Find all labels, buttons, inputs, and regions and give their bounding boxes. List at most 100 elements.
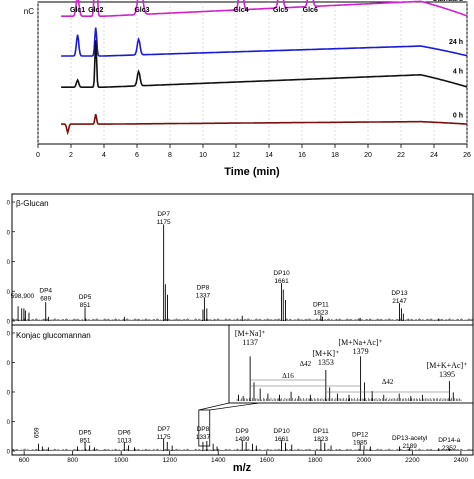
- ms-y-tick-label: 0: [7, 230, 11, 236]
- hplc-x-tick-label: 14: [265, 152, 273, 159]
- ms-panel-1-peaks: [11, 224, 474, 321]
- ms-peak-annotation: 1499: [235, 436, 250, 443]
- ms-peak-annotation: DP10: [273, 270, 290, 277]
- hplc-x-tick-label: 8: [168, 152, 172, 159]
- ms-inset-delta-label: Δ42: [382, 378, 394, 386]
- ms-y-axis: 0 0 0 0 0 0 0 0 0 0: [7, 201, 15, 456]
- ms-y-tick-label: 0: [7, 391, 11, 397]
- hplc-series-line: [61, 0, 468, 17]
- ms-y-tick-label: 0: [7, 290, 11, 296]
- ms-y-tick-label: 0: [7, 201, 11, 207]
- ms-inset-ion-mz: 1353: [318, 358, 334, 367]
- ms-panel-1-title: β-Glucan: [16, 199, 49, 208]
- hplc-series-line: [61, 40, 468, 88]
- hplc-peak-label: Glc4: [233, 7, 248, 14]
- hplc-x-tick-label: 2: [69, 152, 73, 159]
- hplc-x-tick-label: 12: [232, 152, 240, 159]
- hplc-x-tick-label: 10: [199, 152, 207, 159]
- ms-peak-annotation: DP7: [157, 426, 170, 433]
- hplc-x-tick-label: 26: [463, 152, 471, 159]
- ms-peak-annotation: DP13-acetyl: [392, 435, 428, 442]
- hplc-series-label: 4 h: [453, 69, 463, 76]
- ms-peak-annotation: 851: [80, 302, 91, 309]
- ms-peak-annotation: 851: [80, 438, 91, 445]
- hplc-x-tick-label: 20: [364, 152, 372, 159]
- hplc-peak-label: Glc1: [70, 7, 85, 14]
- ms-x-tick-label: 2200: [405, 457, 420, 464]
- ms-y-tick-label: 0: [7, 320, 11, 326]
- ms-peak-annotation: 659: [33, 427, 40, 438]
- hplc-x-axis-title: Time (min): [224, 166, 280, 178]
- ms-peak-annotation: 1175: [157, 434, 171, 441]
- ms-peak-annotation: 1823: [314, 436, 329, 443]
- ms-y-tick-label: 0: [7, 260, 11, 266]
- ms-peak-annotation: 1337: [196, 293, 211, 300]
- ms-inset-delta-label: Δ16: [282, 372, 294, 380]
- ms-peak-annotation: 689: [40, 296, 51, 303]
- ms-inset-ion-label: [M+K]⁺: [312, 349, 339, 358]
- ms-peak-annotation: 1337: [196, 434, 211, 441]
- ms-peak-annotation: 1823: [314, 309, 329, 316]
- hplc-plot-frame: [37, 1, 468, 145]
- hplc-series-label: 0 h: [453, 112, 463, 119]
- ms-peak-annotation: DP14-a: [438, 437, 460, 444]
- ms-x-tick-label: 1800: [308, 457, 323, 464]
- ms-peak-annotation: DP6: [118, 430, 131, 437]
- ms-inset-delta-label: Δ42: [300, 360, 312, 368]
- ms-x-tick-label: 800: [67, 457, 78, 464]
- ms-inset-noise: [236, 397, 462, 401]
- ms-inset-ion-mz: 1379: [353, 347, 369, 356]
- hplc-series-group: [61, 0, 468, 136]
- ms-inset-ion-mz: 1395: [439, 370, 455, 379]
- ms-y-tick-label: 0: [7, 450, 11, 456]
- hplc-series-label: 24 h: [449, 39, 463, 46]
- ms-inset-ion-label: [M+K+Ac]⁺: [427, 361, 468, 370]
- ms-x-tick-label: 1200: [162, 457, 177, 464]
- ms-inset-frame: [228, 324, 474, 404]
- hplc-x-tick-label: 6: [135, 152, 139, 159]
- ms-x-tick-label: 2400: [454, 457, 469, 464]
- ms-x-tick-label: 600: [19, 457, 30, 464]
- ms-zoom-connector: [209, 402, 260, 411]
- ms-inset-ion-label: [M+Na+Ac]⁺: [338, 338, 382, 347]
- ms-peak-annotation: DP11: [313, 428, 329, 435]
- ms-y-tick-label: 0: [7, 420, 11, 426]
- ms-chart: β-Glucan Konjac glucomannan 0 0 0 0 0 0 0 0 0 0 5…: [7, 193, 474, 474]
- ms-zoom-connector: [198, 402, 230, 411]
- hplc-series-label: Standard: [433, 0, 463, 3]
- hplc-series-labels: Standard 24 h 4 h 0 h: [433, 0, 463, 119]
- ms-zoom-callout: [198, 402, 260, 447]
- hplc-series-line: [61, 27, 468, 57]
- ms-x-axis: 600 800 1000 1200 1400 1600 1800 2000 2200 2400: [19, 451, 469, 464]
- ms-peak-annotation: DP8: [197, 426, 210, 433]
- hplc-series-line: [61, 114, 468, 136]
- ms-x-tick-label: 1400: [211, 457, 226, 464]
- ms-peak-annotation: DP13: [391, 290, 408, 297]
- hplc-peak-labels: Glc1 Glc2 Glc3 Glc4 Glc5 Glc6: [70, 7, 318, 14]
- ms-peak-annotation: 2189: [402, 443, 417, 450]
- ms-peak-annotation: 1013: [117, 438, 132, 445]
- ms-inset-ion-mz: 1137: [242, 338, 258, 347]
- ms-peak-annotation: 1175: [157, 219, 171, 226]
- ms-peak-annotation: DP5: [79, 430, 92, 437]
- ms-peak-annotation: DP9: [236, 428, 249, 435]
- hplc-x-tick-label: 18: [331, 152, 339, 159]
- ms-y-tick-label: 0: [7, 332, 11, 338]
- hplc-peak-label: Glc5: [273, 7, 288, 14]
- ms-peak-annotation: DP8: [197, 285, 210, 292]
- hplc-x-tick-label: 22: [397, 152, 405, 159]
- ms-peak-annotation: DP4: [39, 288, 52, 295]
- hplc-peak-label: Glc3: [134, 7, 149, 14]
- ms-peak-annotation: 2147: [392, 298, 407, 305]
- ms-x-tick-label: 1600: [260, 457, 275, 464]
- ms-peak-annotation: DP12: [352, 431, 369, 438]
- ms-peak-annotation: DP10: [273, 428, 290, 435]
- hplc-y-unit: nC: [24, 7, 34, 16]
- ms-peak-annotation: 2352: [442, 445, 457, 452]
- ms-peak-annotation: DP5: [79, 294, 92, 301]
- hplc-x-tick-label: 4: [102, 152, 106, 159]
- ms-y-tick-label: 0: [7, 361, 11, 367]
